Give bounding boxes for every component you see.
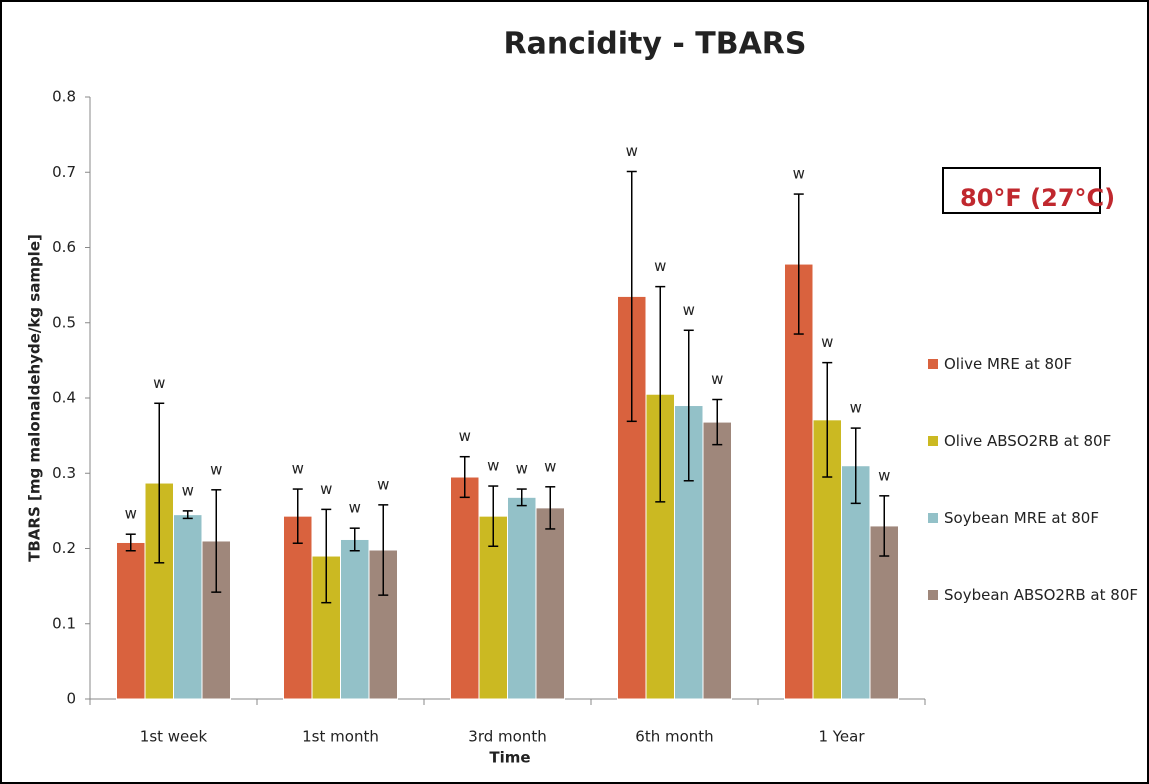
significance-label: w <box>850 399 862 417</box>
x-axis-title: Time <box>489 749 530 767</box>
y-tick-label: 0.4 <box>52 389 76 407</box>
significance-label: w <box>544 457 556 475</box>
significance-label: w <box>320 480 332 498</box>
significance-label: w <box>654 257 666 275</box>
y-tick-label: 0.2 <box>52 539 76 557</box>
bar <box>340 538 370 700</box>
y-tick-label: 0.3 <box>52 464 76 482</box>
legend: Olive MRE at 80F Olive ABSO2RB at 80F Soyb… <box>928 352 1148 660</box>
y-tick-label: 0.1 <box>52 614 76 632</box>
legend-label: Olive ABSO2RB at 80F <box>944 432 1112 450</box>
significance-label: w <box>292 460 304 478</box>
bar <box>507 496 537 700</box>
bar <box>283 515 313 700</box>
x-tick-label: 1st week <box>140 728 208 746</box>
bar <box>173 514 203 700</box>
significance-label: w <box>487 457 499 475</box>
legend-label: Olive MRE at 80F <box>944 355 1073 373</box>
significance-label: w <box>711 370 723 388</box>
significance-label: w <box>626 142 638 160</box>
legend-item: Olive MRE at 80F <box>928 352 1148 429</box>
significance-label: w <box>821 333 833 351</box>
legend-swatch <box>928 590 938 600</box>
bar <box>450 476 480 700</box>
annotation: 80°F (27°C) <box>960 184 1115 212</box>
bar <box>535 507 565 700</box>
y-tick-label: 0.5 <box>52 313 76 331</box>
significance-label: w <box>182 481 194 499</box>
x-tick-label: 1st month <box>302 728 379 746</box>
x-tick-label: 6th month <box>635 728 713 746</box>
significance-label: w <box>683 301 695 319</box>
y-tick-label: 0.6 <box>52 238 76 256</box>
legend-item: Soybean ABSO2RB at 80F <box>928 583 1148 660</box>
y-axis-title: TBARS [mg malonaldehyde/kg sample] <box>26 234 44 562</box>
significance-label: w <box>210 460 222 478</box>
legend-swatch <box>928 436 938 446</box>
annotation-box <box>942 167 1101 214</box>
legend-swatch <box>928 359 938 369</box>
bar <box>116 541 146 700</box>
significance-label: w <box>377 475 389 493</box>
significance-label: w <box>459 427 471 445</box>
chart-title: Rancidity - TBARS <box>503 27 806 62</box>
x-tick-label: 3rd month <box>468 728 546 746</box>
y-tick-label: 0.8 <box>52 88 76 106</box>
bar <box>702 421 732 700</box>
significance-label: w <box>125 505 137 523</box>
significance-label: w <box>153 374 165 392</box>
legend-item: Soybean MRE at 80F <box>928 506 1148 583</box>
x-tick-label: 1 Year <box>818 728 865 746</box>
legend-label: Soybean ABSO2RB at 80F <box>944 586 1138 604</box>
legend-label: Soybean MRE at 80F <box>944 509 1099 527</box>
significance-label: w <box>516 460 528 478</box>
significance-label: w <box>878 466 890 484</box>
significance-label: w <box>349 499 361 517</box>
y-tick-label: 0.7 <box>52 163 76 181</box>
legend-item: Olive ABSO2RB at 80F <box>928 429 1148 506</box>
significance-label: w <box>793 165 805 183</box>
y-tick-label: 0 <box>66 690 76 708</box>
legend-swatch <box>928 513 938 523</box>
